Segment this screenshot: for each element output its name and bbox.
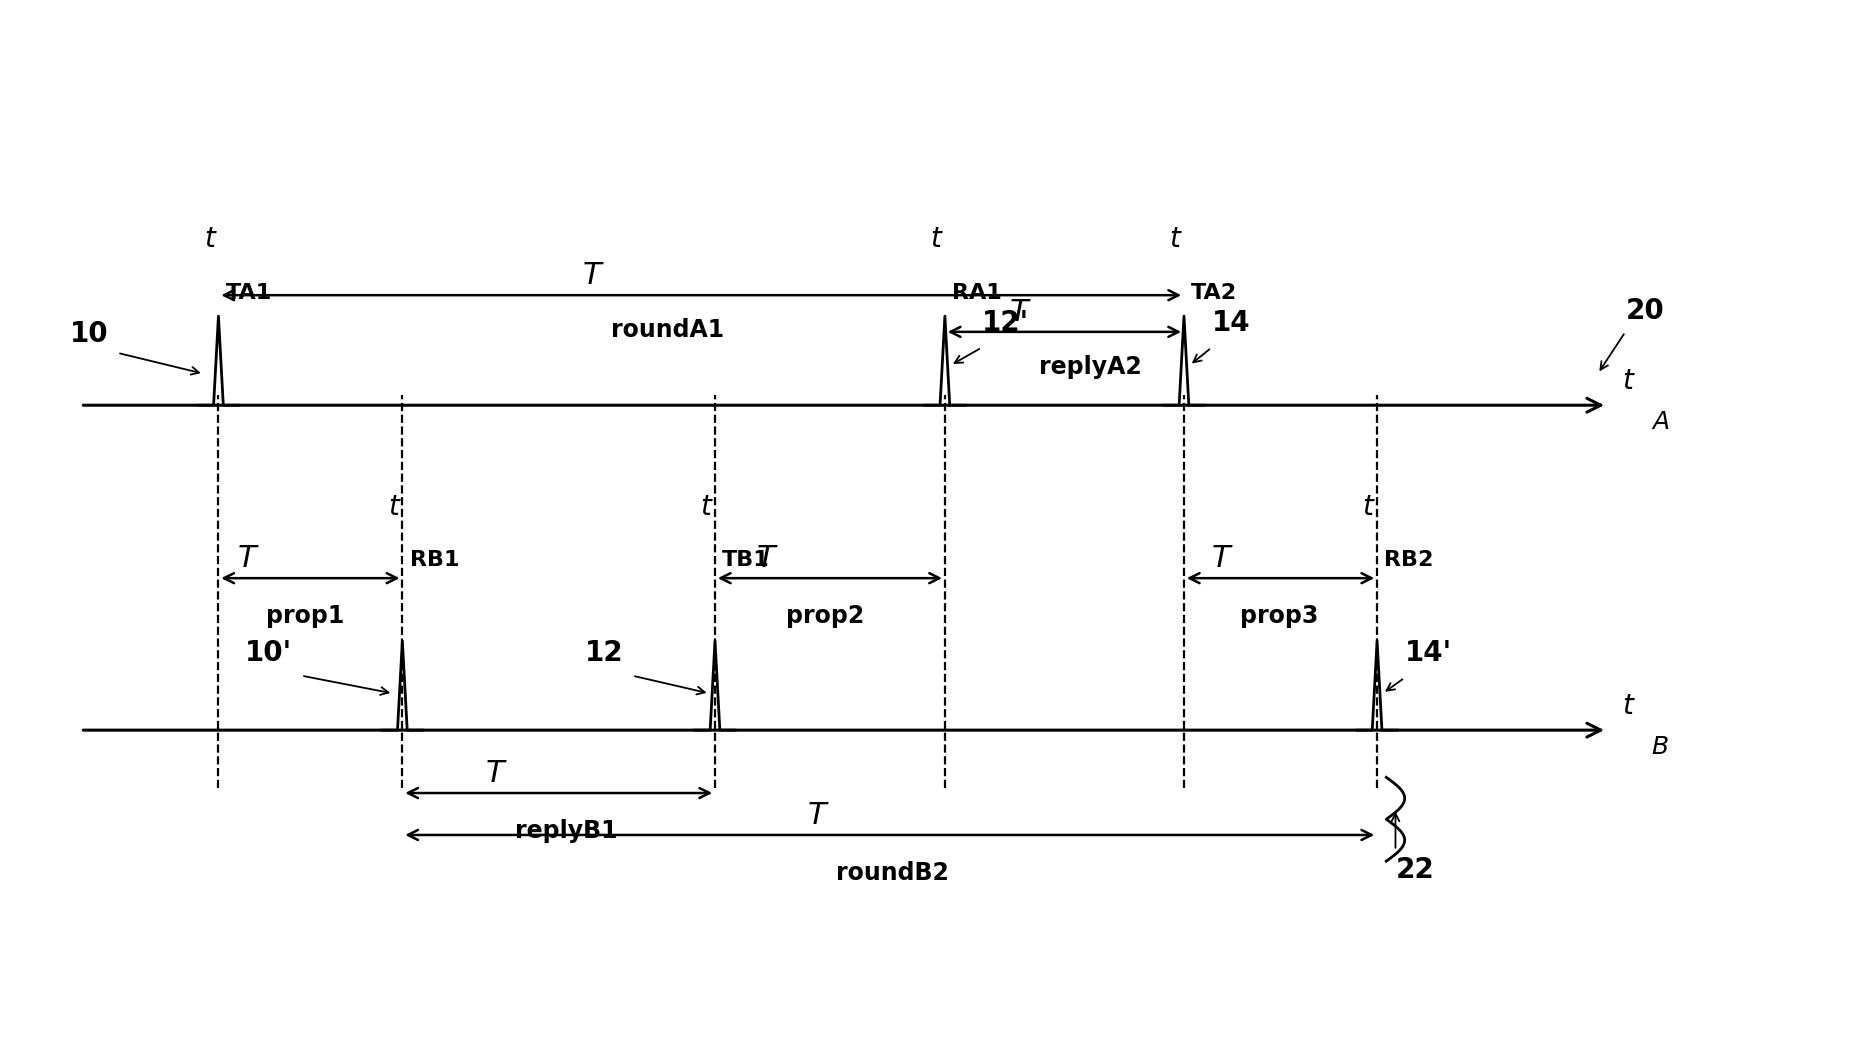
Text: replyB1: replyB1	[515, 819, 617, 843]
Text: $t$: $t$	[1621, 691, 1636, 720]
Text: 10': 10'	[245, 639, 293, 667]
Text: RA1: RA1	[952, 282, 1002, 303]
Text: TA1: TA1	[226, 282, 272, 303]
Text: $t$: $t$	[387, 493, 402, 520]
Text: prop3: prop3	[1240, 604, 1319, 629]
Text: 20: 20	[1625, 297, 1664, 325]
Text: 14: 14	[1212, 309, 1251, 337]
Text: roundB2: roundB2	[836, 861, 949, 885]
Text: $t$: $t$	[700, 493, 713, 520]
Text: $T$: $T$	[1010, 297, 1032, 327]
Text: replyA2: replyA2	[1040, 355, 1141, 379]
Text: 14': 14'	[1405, 639, 1451, 667]
Text: $B$: $B$	[1651, 735, 1670, 759]
Text: $T$: $T$	[1210, 544, 1234, 572]
Text: RB1: RB1	[410, 550, 460, 570]
Text: $T$: $T$	[582, 261, 604, 290]
Text: $t$: $t$	[1621, 366, 1636, 395]
Text: $T$: $T$	[485, 758, 508, 788]
Text: TA2: TA2	[1191, 282, 1238, 303]
Text: $T$: $T$	[756, 544, 778, 572]
Text: prop1: prop1	[267, 604, 345, 629]
Text: $t$: $t$	[1362, 493, 1377, 520]
Text: $t$: $t$	[930, 225, 943, 253]
Text: RB2: RB2	[1384, 550, 1434, 570]
Text: $T$: $T$	[237, 544, 259, 572]
Text: prop2: prop2	[786, 604, 863, 629]
Text: roundA1: roundA1	[611, 319, 725, 342]
Text: $t$: $t$	[1169, 225, 1182, 253]
Text: $T$: $T$	[806, 801, 830, 829]
Text: 10: 10	[69, 320, 107, 347]
Text: 22: 22	[1395, 856, 1434, 884]
Text: $t$: $t$	[204, 225, 217, 253]
Text: $A$: $A$	[1651, 411, 1670, 434]
Text: 12: 12	[584, 639, 623, 667]
Text: TB1: TB1	[723, 550, 771, 570]
Text: 12': 12'	[982, 309, 1028, 337]
